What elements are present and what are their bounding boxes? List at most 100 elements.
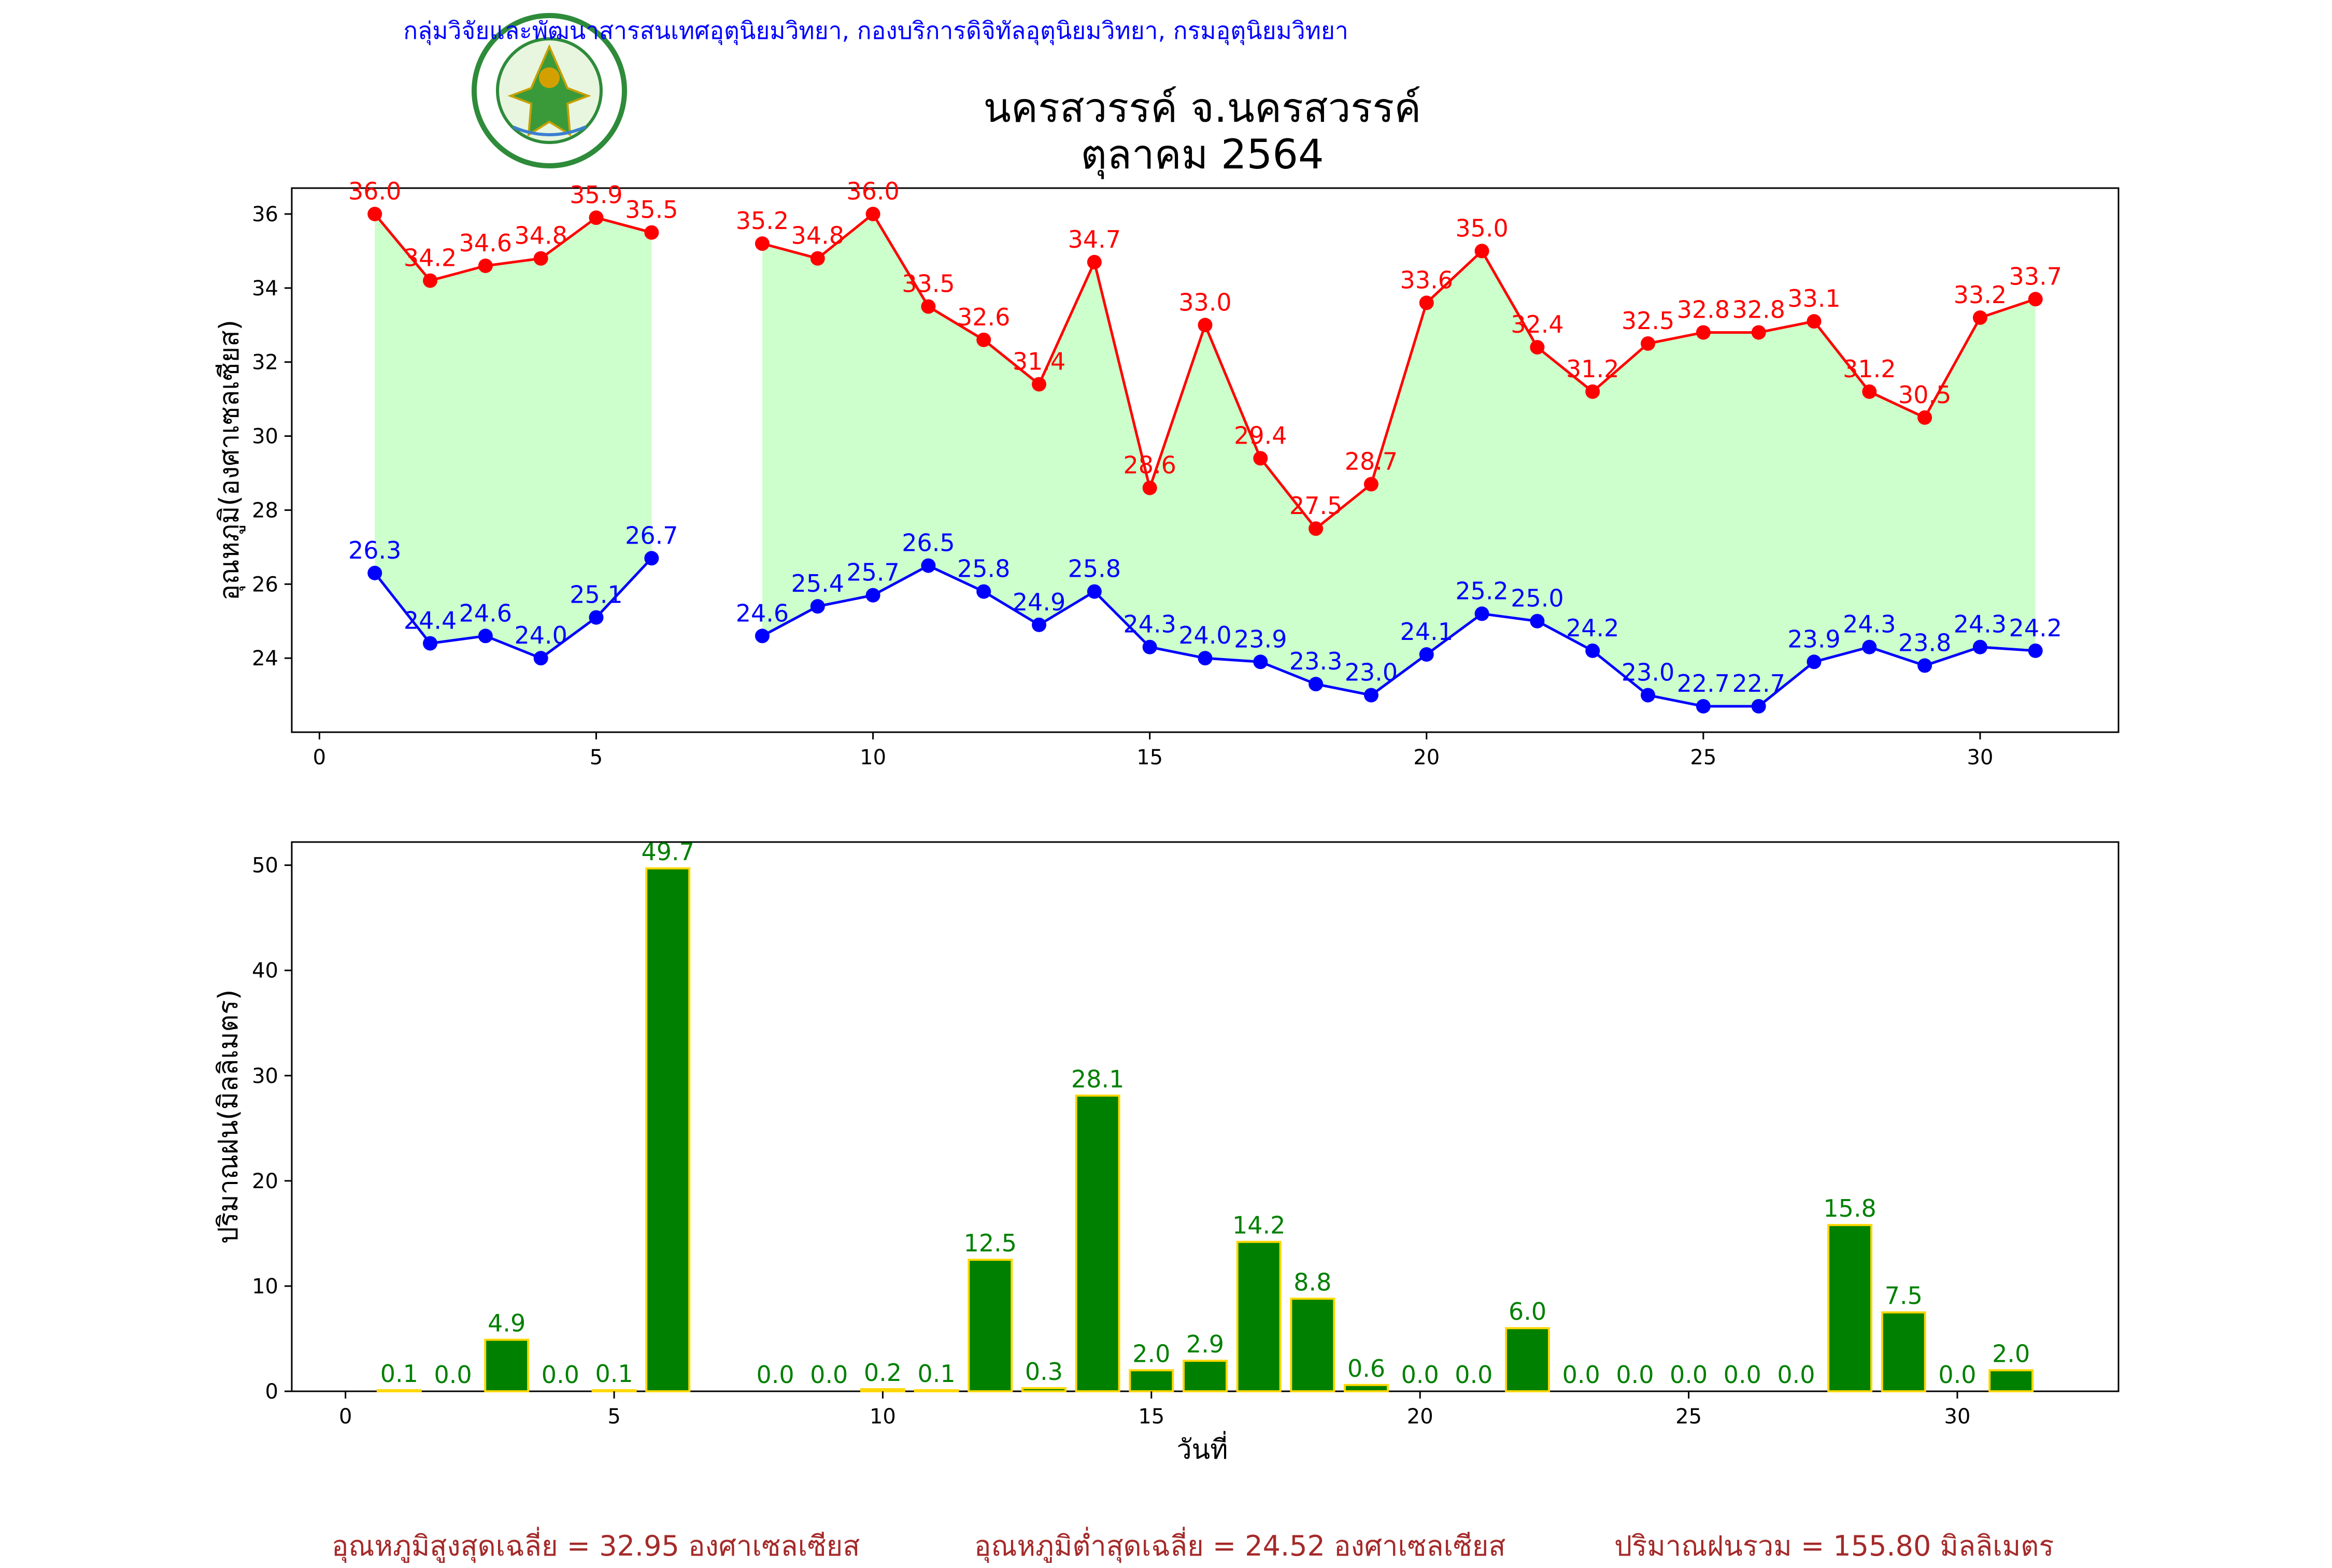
max-temp-label: 35.5 — [625, 196, 678, 224]
rainfall-value-label: 2.0 — [1132, 1339, 1170, 1367]
rainfall-value-label: 0.0 — [1455, 1361, 1492, 1389]
rainfall-bar — [645, 867, 691, 1392]
rainfall-x-axis-label: วันที่ — [1176, 1431, 1228, 1465]
rainfall-y-tick-label: 40 — [252, 959, 278, 983]
min-temp-point — [1198, 651, 1213, 666]
temperature-x-tick-label: 0 — [313, 746, 326, 769]
min-temp-label: 23.3 — [1289, 647, 1342, 675]
temperature-x-tick-label: 10 — [860, 746, 886, 769]
min-temp-point — [1530, 614, 1545, 629]
rainfall-bar — [591, 1389, 637, 1392]
rainfall-bar — [914, 1389, 959, 1392]
rainfall-bars: 0.1 0.0 4.9 0.0 0.1 49.7 0.0 0.0 0.2 0.1 12.5 0.3 28… — [376, 838, 2034, 1393]
max-temp-label: 31.4 — [1013, 348, 1065, 376]
max-temp-label: 30.5 — [1898, 381, 1951, 409]
max-temp-point — [976, 332, 991, 347]
max-temp-label: 35.9 — [570, 181, 622, 209]
rainfall-bar — [968, 1259, 1013, 1393]
max-temp-point — [1862, 384, 1877, 399]
rainfall-value-label: 14.2 — [1232, 1211, 1285, 1239]
rainfall-x-ticks: 0 5 10 15 20 25 30 — [339, 1391, 1970, 1429]
min-temp-point — [1862, 639, 1877, 654]
max-temp-point — [1807, 314, 1822, 329]
min-temp-label: 24.3 — [1123, 610, 1176, 638]
rainfall-y-tick-label: 0 — [265, 1380, 278, 1404]
max-temp-point — [1696, 325, 1711, 340]
min-temp-point — [1585, 643, 1600, 658]
min-temp-label: 24.2 — [2009, 614, 2062, 642]
max-temp-label: 35.0 — [1455, 214, 1508, 242]
rainfall-bar — [1505, 1327, 1551, 1392]
max-temp-point — [1530, 340, 1545, 355]
max-temp-label: 33.2 — [1954, 281, 2007, 309]
rainfall-value-label: 4.9 — [488, 1309, 525, 1337]
min-temp-label: 26.5 — [902, 529, 955, 557]
min-temp-point — [921, 558, 936, 573]
min-temp-label: 26.3 — [348, 536, 401, 564]
min-temp-label: 25.8 — [1068, 555, 1121, 583]
min-temp-label: 23.9 — [1234, 625, 1287, 653]
max-temp-label: 34.8 — [514, 222, 567, 250]
max-temp-label: 36.0 — [348, 177, 401, 205]
rainfall-x-tick-label: 10 — [870, 1405, 896, 1429]
max-temp-label: 36.0 — [846, 177, 899, 205]
rainfall-y-tick-label: 30 — [252, 1064, 278, 1088]
max-temp-point — [367, 207, 382, 221]
rainfall-value-label: 28.1 — [1071, 1065, 1124, 1093]
temperature-series: 36.034.234.6 34.835.935.5 35.234.836.033.5… — [348, 177, 2062, 714]
rainfall-value-label: 12.5 — [964, 1229, 1017, 1257]
temperature-y-tick-label: 34 — [252, 277, 278, 301]
rainfall-value-label: 0.0 — [1724, 1361, 1761, 1389]
min-temp-point — [2028, 643, 2043, 658]
min-temp-point — [1696, 699, 1711, 714]
min-temp-label: 24.6 — [736, 599, 789, 627]
min-temp-label: 25.8 — [957, 555, 1010, 583]
temperature-range-fill — [375, 214, 2036, 706]
min-temp-label: 24.3 — [1843, 610, 1896, 638]
max-temp-label: 33.1 — [1787, 284, 1840, 312]
temperature-chart: อุณหภูมิ(องศาเซลเซียส) 0 5 10 15 20 25 30 24 26… — [214, 177, 2120, 769]
max-temp-point — [1972, 310, 1987, 325]
rainfall-bar — [1344, 1384, 1389, 1393]
rainfall-value-label: 0.0 — [810, 1361, 848, 1389]
max-temp-point — [1419, 295, 1434, 310]
rainfall-y-tick-label: 20 — [252, 1170, 278, 1193]
min-temp-point — [1474, 606, 1489, 621]
rainfall-value-label: 15.8 — [1823, 1194, 1876, 1222]
rainfall-bar — [1236, 1241, 1282, 1392]
min-temp-label: 23.8 — [1898, 629, 1951, 657]
max-temp-point — [1032, 377, 1047, 392]
max-temp-point — [921, 299, 936, 314]
rainfall-bar — [1881, 1311, 1926, 1393]
max-temp-label: 32.5 — [1622, 307, 1674, 335]
rainfall-chart: ปริมาณฝน(มิลลิเมตร) วันที่ 0.1 0.04.90.0 0… — [213, 838, 2120, 1465]
temperature-y-ticks: 24 26 28 30 32 34 36 — [252, 203, 292, 671]
rainfall-value-label: 0.1 — [380, 1360, 418, 1388]
min-temp-label: 26.7 — [625, 521, 678, 549]
min-temp-point — [755, 629, 770, 644]
rainfall-y-ticks: 0 10 20 30 40 50 — [252, 854, 292, 1404]
rainfall-bar — [484, 1338, 530, 1392]
min-temp-point — [1363, 688, 1378, 703]
min-temp-point — [1972, 639, 1987, 654]
rainfall-value-label: 49.7 — [642, 838, 694, 866]
temperature-x-tick-label: 30 — [1967, 746, 1994, 769]
temperature-range-fill-area — [375, 214, 652, 659]
min-temp-label: 24.3 — [1954, 610, 2007, 638]
rainfall-y-axis-label: ปริมาณฝน(มิลลิเมตร) — [213, 989, 244, 1244]
max-temp-point — [423, 273, 438, 288]
max-temp-label: 29.4 — [1234, 421, 1287, 449]
temperature-y-tick-label: 36 — [252, 203, 278, 226]
max-temp-label: 33.0 — [1178, 288, 1231, 316]
max-temp-point — [644, 225, 659, 240]
min-temp-point — [1419, 647, 1434, 662]
rainfall-value-label: 0.1 — [918, 1360, 956, 1388]
rainfall-value-label: 2.9 — [1186, 1330, 1224, 1358]
max-temp-line — [374, 213, 652, 282]
temperature-range-fill-area — [762, 214, 2036, 706]
min-temp-point — [1641, 688, 1656, 703]
max-temp-label: 34.8 — [791, 222, 844, 250]
max-temp-label: 33.6 — [1400, 266, 1453, 294]
rainfall-value-label: 0.0 — [1670, 1361, 1708, 1389]
